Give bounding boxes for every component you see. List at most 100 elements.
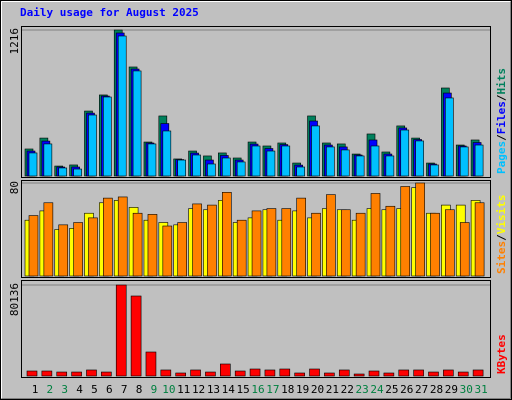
bar — [340, 209, 351, 277]
bar — [415, 140, 424, 177]
x-tick-label: 15 — [237, 383, 250, 396]
bar — [249, 368, 261, 377]
x-tick-label: 14 — [222, 383, 236, 396]
bar — [398, 369, 410, 377]
legend-separator: / — [495, 134, 508, 141]
bar — [355, 212, 366, 277]
bar — [71, 371, 82, 377]
legend-entry: Sites — [495, 241, 508, 274]
bar — [43, 202, 54, 277]
bar — [370, 145, 380, 177]
bar — [86, 369, 97, 377]
bar — [457, 371, 469, 377]
bar — [459, 222, 470, 277]
bar — [338, 369, 350, 377]
bar — [309, 368, 320, 377]
x-tick-label: 5 — [91, 383, 98, 396]
bar — [385, 205, 396, 277]
legend: KBytes — [495, 334, 508, 374]
bar — [88, 217, 98, 277]
bar — [130, 295, 142, 377]
bar — [115, 284, 127, 377]
bar — [73, 222, 83, 277]
bar — [28, 215, 39, 277]
bar — [445, 97, 454, 177]
bar — [296, 166, 305, 177]
bar — [147, 143, 157, 177]
bar — [175, 372, 186, 377]
x-tick-label: 1 — [32, 383, 39, 396]
bar — [443, 369, 454, 377]
bar — [400, 186, 411, 277]
legend-separator: / — [495, 94, 508, 101]
bar — [236, 161, 246, 177]
bar — [294, 372, 305, 377]
x-tick-label: 18 — [281, 383, 294, 396]
x-tick-label: 30 — [460, 383, 473, 396]
bar — [58, 224, 69, 277]
bar — [326, 146, 335, 177]
panel — [21, 280, 491, 378]
bar — [353, 373, 365, 377]
x-tick-label: 10 — [162, 383, 175, 396]
legend-entry: Visits — [495, 195, 508, 235]
bar — [117, 35, 127, 177]
bar — [28, 152, 38, 177]
bar — [162, 225, 173, 277]
legend-entry: Hits — [495, 68, 508, 95]
legend-entry: Files — [495, 101, 508, 134]
bar — [266, 150, 276, 177]
bar — [264, 369, 276, 377]
x-tick-label: 20 — [311, 383, 324, 396]
bar — [281, 208, 292, 277]
bar — [472, 369, 484, 377]
x-tick-label: 4 — [76, 383, 83, 396]
bar — [56, 371, 68, 377]
x-tick-label: 19 — [296, 383, 309, 396]
bar — [430, 164, 439, 177]
bar — [281, 145, 291, 177]
bar — [160, 369, 172, 377]
bar — [236, 219, 247, 277]
bar — [58, 167, 68, 177]
legend-entry: Pages — [495, 141, 508, 174]
bar — [132, 212, 143, 277]
bar — [192, 203, 202, 277]
bar — [101, 371, 112, 377]
bar — [430, 212, 440, 277]
bar — [103, 197, 113, 277]
bar — [132, 70, 142, 177]
legend-separator: / — [495, 234, 508, 241]
legend: Sites/Visits — [495, 195, 508, 275]
x-tick-label: 25 — [385, 383, 398, 396]
bar — [162, 130, 172, 177]
bar — [474, 202, 485, 277]
x-tick-label: 12 — [192, 383, 205, 396]
bar — [145, 351, 157, 377]
bar — [117, 196, 128, 277]
bar — [147, 214, 158, 277]
chart-title: Daily usage for August 2025 — [20, 6, 199, 19]
y-tick-label: 80 — [8, 181, 21, 194]
bar — [26, 370, 38, 377]
bar — [251, 210, 262, 277]
x-tick-label: 24 — [370, 383, 384, 396]
x-tick-label: 27 — [415, 383, 428, 396]
x-tick-label: 31 — [474, 383, 487, 396]
bar — [340, 149, 350, 177]
x-tick-label: 2 — [47, 383, 54, 396]
y-tick-label: 80136 — [8, 283, 21, 316]
x-tick-label: 11 — [177, 383, 190, 396]
bar — [400, 129, 410, 177]
bar — [368, 370, 380, 377]
bar — [192, 154, 201, 177]
x-tick-label: 28 — [430, 383, 443, 396]
legend: Pages/Files/Hits — [495, 68, 508, 174]
bar — [459, 146, 469, 177]
bar — [43, 143, 53, 177]
x-tick-label: 29 — [445, 383, 458, 396]
bar — [324, 372, 335, 377]
bar — [296, 197, 306, 277]
x-tick-label: 3 — [61, 383, 68, 396]
